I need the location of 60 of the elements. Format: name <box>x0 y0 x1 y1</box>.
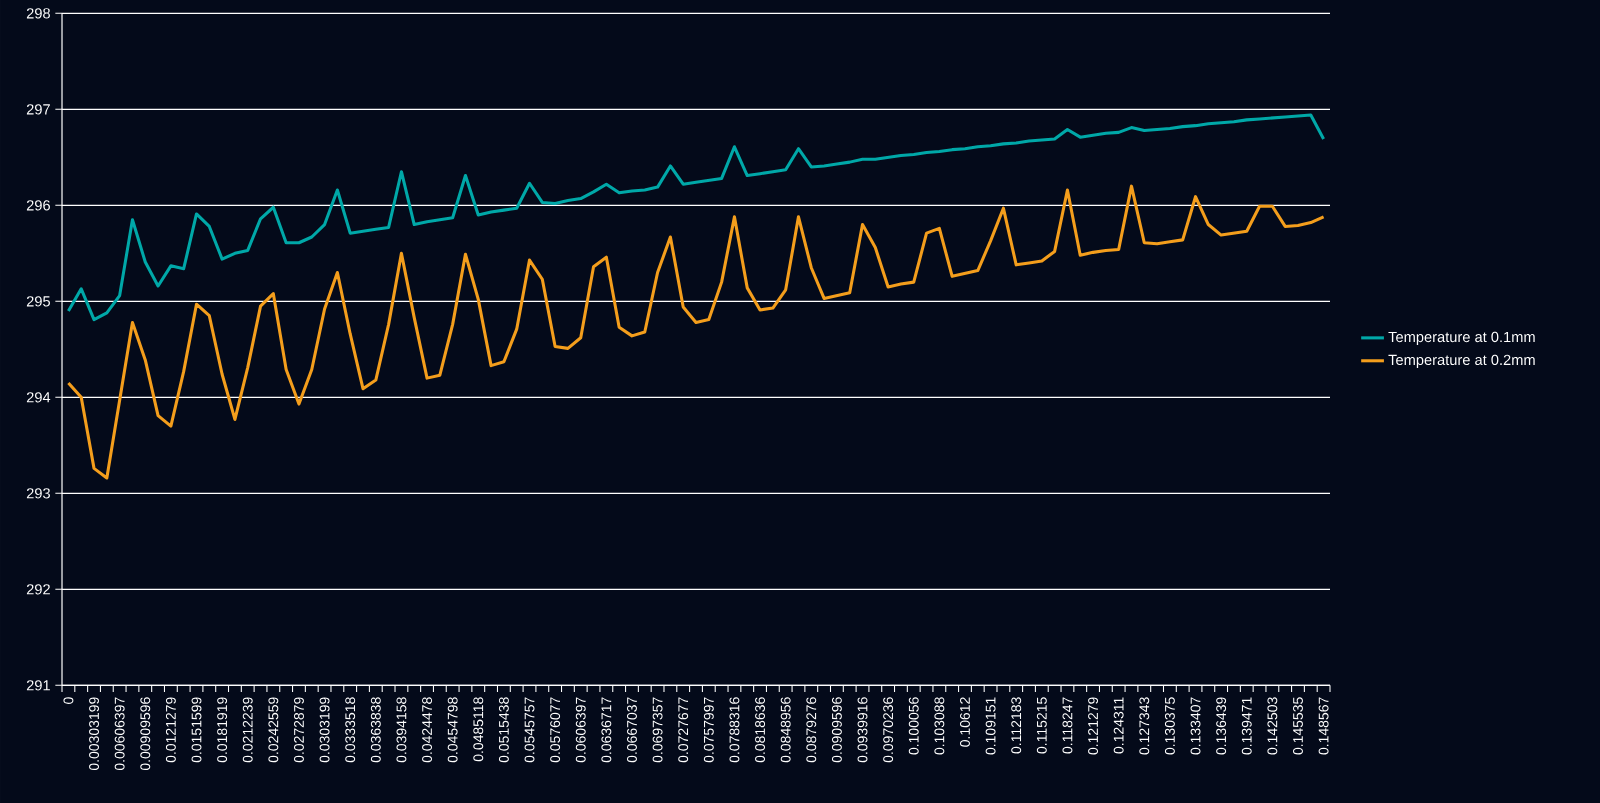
x-tick-label: 0.136439 <box>1216 697 1227 755</box>
x-tick-label: 0.0545757 <box>524 697 535 763</box>
x-tick-label: 0.145535 <box>1293 697 1303 755</box>
x-tick-label: 0.0970236 <box>883 697 894 763</box>
y-tick-label: 296 <box>26 200 50 211</box>
x-tick-label: 0.0272879 <box>294 697 304 763</box>
x-tick-label: 0.142503 <box>1267 697 1278 755</box>
x-tick-label: 0.133407 <box>1190 697 1201 755</box>
x-tick-label: 0.0727677 <box>678 697 689 763</box>
x-tick-label: 0.115215 <box>1036 697 1047 754</box>
x-tick-label: 0.0303199 <box>319 697 330 763</box>
x-tick-label: 0.109151 <box>985 697 996 755</box>
x-tick-label: 0.0757997 <box>703 697 714 763</box>
y-tick-label: 298 <box>26 8 50 19</box>
x-tick-label: 0.148567 <box>1318 697 1329 755</box>
x-tick-label: 0.0788316 <box>729 697 740 763</box>
x-tick-label: 0 <box>63 697 74 704</box>
x-tick-label: 0.0333518 <box>345 697 356 763</box>
x-tick-label: 0.0121279 <box>165 697 176 763</box>
x-tick-label: 0.0576077 <box>550 697 561 763</box>
x-tick-label: 0.0879276 <box>806 697 817 763</box>
x-tick-label: 0.00606397 <box>114 697 125 771</box>
y-tick-label: 292 <box>26 584 50 595</box>
x-tick-label: 0.0485118 <box>473 697 484 762</box>
x-tick-label: 0.0212239 <box>242 697 253 763</box>
x-tick-label: 0.0697357 <box>652 697 663 763</box>
x-tick-label: 0.100056 <box>908 697 919 755</box>
x-tick-label: 0.0818636 <box>755 697 766 763</box>
y-tick-label: 294 <box>26 392 51 403</box>
x-tick-label: 0.0636717 <box>601 697 612 763</box>
y-tick-label: 291 <box>26 680 50 691</box>
legend-label: Temperature at 0.1mm <box>1388 331 1535 346</box>
x-tick-label: 0.10612 <box>960 697 970 747</box>
y-tick-label: 295 <box>26 296 50 307</box>
y-tick-label: 297 <box>26 104 50 115</box>
x-tick-label: 0.127343 <box>1139 697 1150 755</box>
x-tick-label: 0.00909596 <box>140 697 151 771</box>
x-tick-label: 0.103088 <box>934 697 945 755</box>
x-tick-label: 0.124311 <box>1113 697 1124 754</box>
x-tick-label: 0.0515438 <box>498 697 509 763</box>
x-tick-label: 0.0667037 <box>627 697 637 763</box>
x-tick-label: 0.0151599 <box>191 697 202 763</box>
x-tick-label: 0.0939916 <box>857 697 868 763</box>
x-tick-label: 0.00303199 <box>89 697 99 771</box>
x-tick-label: 0.0454798 <box>447 697 458 763</box>
x-tick-label: 0.0424478 <box>422 697 432 763</box>
x-tick-label: 0.0363838 <box>370 697 381 763</box>
x-tick-label: 0.112183 <box>1011 697 1022 754</box>
x-tick-label: 0.130375 <box>1164 697 1175 755</box>
x-tick-label: 0.0394158 <box>396 697 407 763</box>
y-tick-label: 293 <box>26 488 50 499</box>
legend-label: Temperature at 0.2mm <box>1388 354 1535 368</box>
x-tick-label: 0.0848956 <box>780 697 791 763</box>
x-tick-label: 0.139471 <box>1241 697 1252 755</box>
x-tick-label: 0.0606397 <box>575 697 586 763</box>
x-tick-label: 0.118247 <box>1062 697 1073 754</box>
x-tick-label: 0.0909596 <box>831 697 842 763</box>
x-tick-label: 0.0242559 <box>268 697 279 763</box>
x-tick-label: 0.0181919 <box>217 697 228 763</box>
x-tick-label: 0.121279 <box>1088 697 1099 755</box>
